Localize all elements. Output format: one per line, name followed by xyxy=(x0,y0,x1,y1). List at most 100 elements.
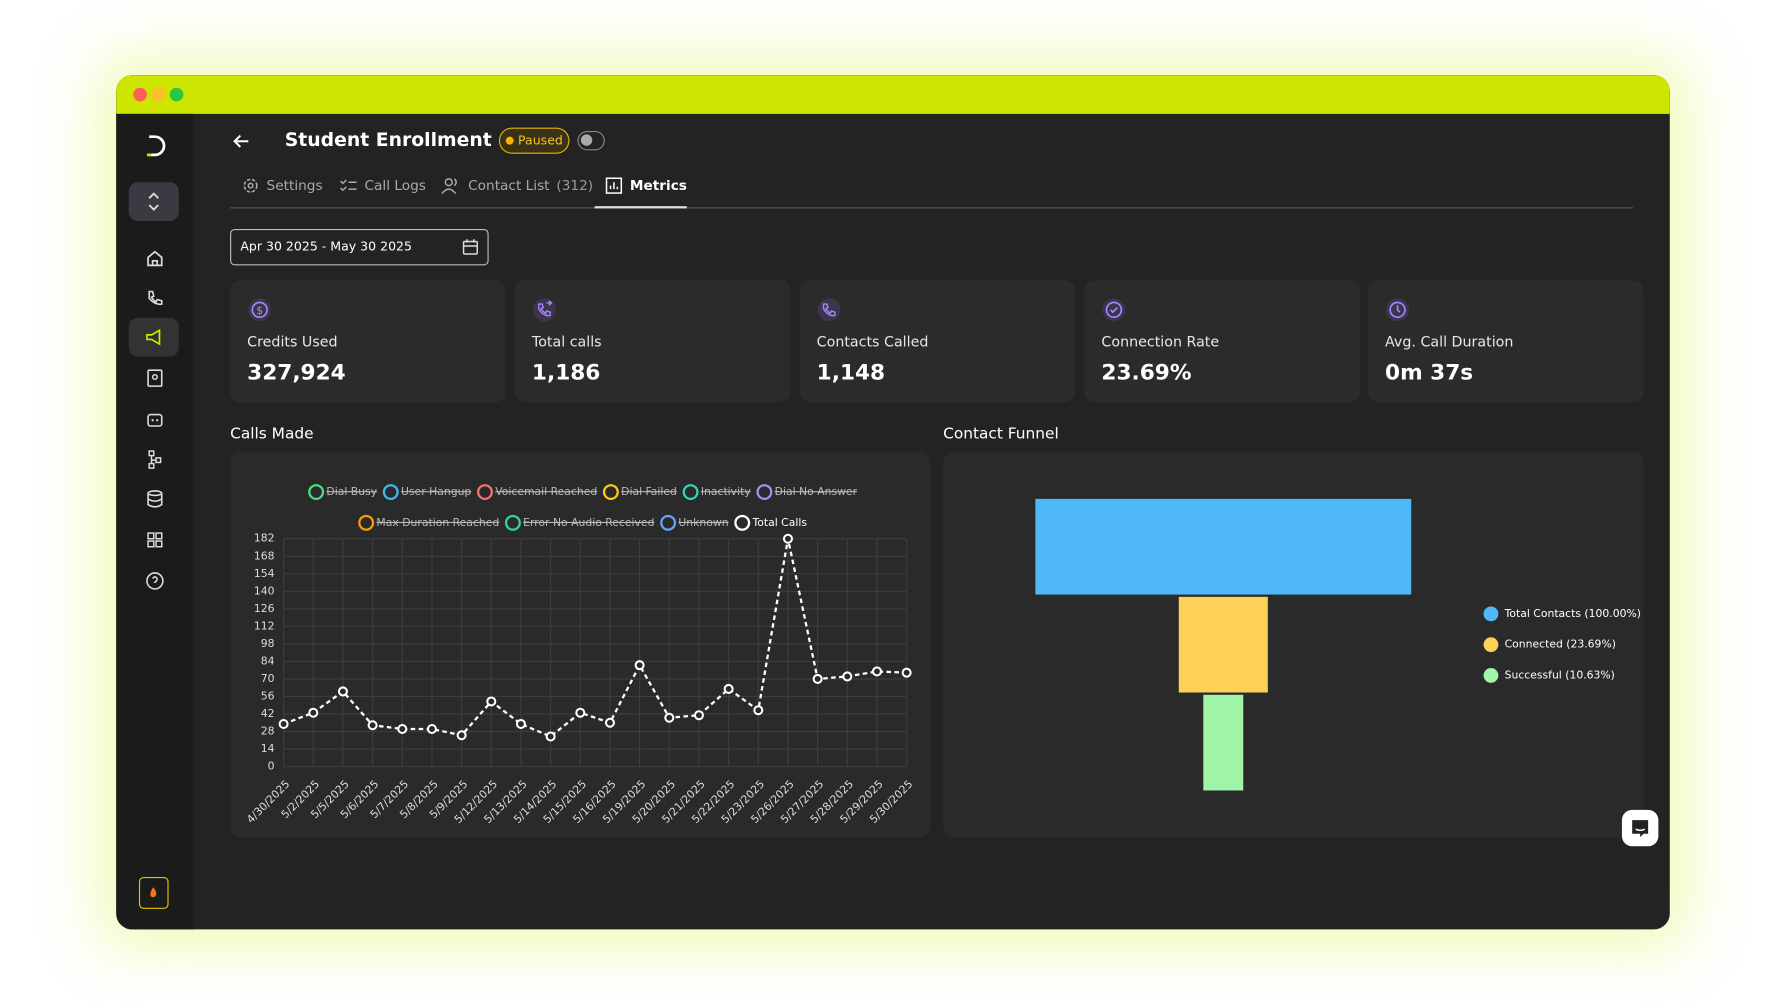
legend-label: Dial Busy xyxy=(326,485,377,498)
campaigns-nav-active[interactable] xyxy=(128,317,179,357)
series-line xyxy=(283,538,907,738)
legend-swatch xyxy=(1483,668,1499,683)
logo xyxy=(146,135,166,157)
status-text: Paused xyxy=(518,133,563,149)
kpi-label: Connection Rate xyxy=(1101,332,1220,350)
tab-indicator xyxy=(594,206,687,209)
data-point xyxy=(367,720,378,731)
legend-swatch xyxy=(682,484,699,501)
tab-contact-list[interactable]: Contact List (312) xyxy=(441,177,593,195)
data-point xyxy=(426,723,437,735)
legend-item[interactable]: Unknown xyxy=(660,514,729,531)
legend-swatch xyxy=(476,484,493,501)
data-point xyxy=(812,673,823,684)
legend-label: Total Contacts (100.00%) xyxy=(1504,607,1641,620)
data-point xyxy=(664,712,675,723)
legend-item[interactable]: Error No Audio Received xyxy=(504,514,654,531)
legend-item[interactable]: Dial No Answer xyxy=(756,484,858,501)
help-icon[interactable] xyxy=(144,570,167,593)
legend-item[interactable]: Inactivity xyxy=(682,484,752,501)
funnel-bar xyxy=(1203,694,1244,791)
legend-label: Dial Failed xyxy=(621,485,677,498)
legend-item[interactable]: Max Duration Reached xyxy=(358,514,499,531)
data-point xyxy=(515,718,526,730)
kpi-value: 1,186 xyxy=(531,359,601,385)
kpi-label: Contacts Called xyxy=(816,332,929,350)
workspace-switcher[interactable] xyxy=(128,182,179,221)
minimize-button[interactable] xyxy=(151,87,166,102)
kpi-value: 23.69% xyxy=(1101,359,1192,385)
legend-item[interactable]: Voicemail Reached xyxy=(476,484,597,501)
agent-icon[interactable] xyxy=(144,408,167,431)
date-range-picker[interactable]: Apr 30 2025 - May 30 2025 xyxy=(230,228,489,266)
y-tick-label: 112 xyxy=(254,619,275,632)
kpi-value: 327,924 xyxy=(247,359,346,385)
kpi-label: Avg. Call Duration xyxy=(1385,332,1514,350)
tab-metrics[interactable]: Metrics xyxy=(605,177,687,195)
flow-icon[interactable] xyxy=(144,448,167,471)
apps-icon[interactable] xyxy=(144,528,167,551)
close-button[interactable] xyxy=(133,87,147,102)
tab-call-logs[interactable]: Call Logs xyxy=(339,177,426,195)
legend-item[interactable]: Total Calls xyxy=(734,514,807,531)
legend-label: Dial No Answer xyxy=(775,485,858,498)
data-point xyxy=(486,696,497,707)
legend-label: Inactivity xyxy=(701,485,751,498)
database-icon[interactable] xyxy=(144,487,167,510)
chat-widget-button[interactable] xyxy=(1621,809,1659,847)
legend-swatch xyxy=(1483,606,1499,622)
home-icon[interactable] xyxy=(144,247,167,270)
status-badge: Paused xyxy=(498,127,570,154)
legend-label: Voicemail Reached xyxy=(495,485,597,498)
y-tick-label: 28 xyxy=(261,725,275,738)
app-window: Student Enrollment Paused Settings Call … xyxy=(116,75,1670,930)
legend-item[interactable]: Dial Failed xyxy=(602,484,677,501)
campaign-title: Student Enrollment xyxy=(284,128,492,151)
legend-label: Error No Audio Received xyxy=(523,516,654,529)
legend-swatch xyxy=(734,514,751,531)
data-point xyxy=(604,717,615,728)
zoom-button[interactable] xyxy=(169,87,184,102)
data-point xyxy=(782,533,793,544)
section-title: Contact Funnel xyxy=(943,424,1059,444)
legend-swatch xyxy=(660,514,677,531)
data-point xyxy=(693,710,704,721)
svg-text:$: $ xyxy=(256,305,263,317)
data-point xyxy=(871,666,882,677)
legend-item[interactable]: User Hangup xyxy=(382,484,471,501)
y-tick-label: 56 xyxy=(261,689,275,702)
data-point xyxy=(278,718,289,730)
data-point xyxy=(901,667,912,678)
y-tick-label: 14 xyxy=(261,742,275,755)
kpi-value: 1,148 xyxy=(816,359,886,385)
y-tick-label: 42 xyxy=(261,707,275,720)
legend-label: Total Calls xyxy=(751,516,807,529)
y-tick-label: 70 xyxy=(261,672,275,685)
kpi-card: Contacts Called 1,148 xyxy=(799,280,1076,403)
contacts-icon[interactable] xyxy=(144,367,167,390)
back-button[interactable] xyxy=(230,130,253,153)
legend-item[interactable]: Dial Busy xyxy=(308,484,378,501)
data-point xyxy=(575,707,586,718)
tab-settings[interactable]: Settings xyxy=(241,177,323,195)
data-point xyxy=(308,707,319,718)
data-point xyxy=(723,683,734,694)
data-point xyxy=(456,730,467,741)
data-point xyxy=(753,705,764,716)
tab-count: (312) xyxy=(556,177,594,194)
legend-swatch xyxy=(308,484,325,501)
y-tick-label: 182 xyxy=(254,532,275,545)
phone-icon[interactable] xyxy=(144,287,167,310)
legend-swatch xyxy=(382,484,399,501)
tab-label: Settings xyxy=(266,177,323,194)
tab-divider xyxy=(230,207,1634,209)
upgrade-button[interactable] xyxy=(138,877,169,909)
tab-label: Contact List xyxy=(468,177,550,194)
status-toggle[interactable] xyxy=(577,130,605,151)
legend-label: Connected (23.69%) xyxy=(1505,638,1616,651)
y-tick-label: 154 xyxy=(254,567,275,580)
legend-swatch xyxy=(504,514,521,531)
y-tick-label: 0 xyxy=(268,760,275,773)
